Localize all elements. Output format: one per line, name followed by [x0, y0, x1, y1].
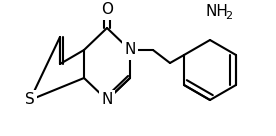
Text: N: N — [124, 42, 136, 58]
Text: O: O — [101, 2, 113, 18]
Text: S: S — [25, 92, 35, 107]
Text: 2: 2 — [225, 11, 233, 21]
Text: N: N — [101, 92, 113, 107]
Text: NH: NH — [206, 4, 229, 19]
